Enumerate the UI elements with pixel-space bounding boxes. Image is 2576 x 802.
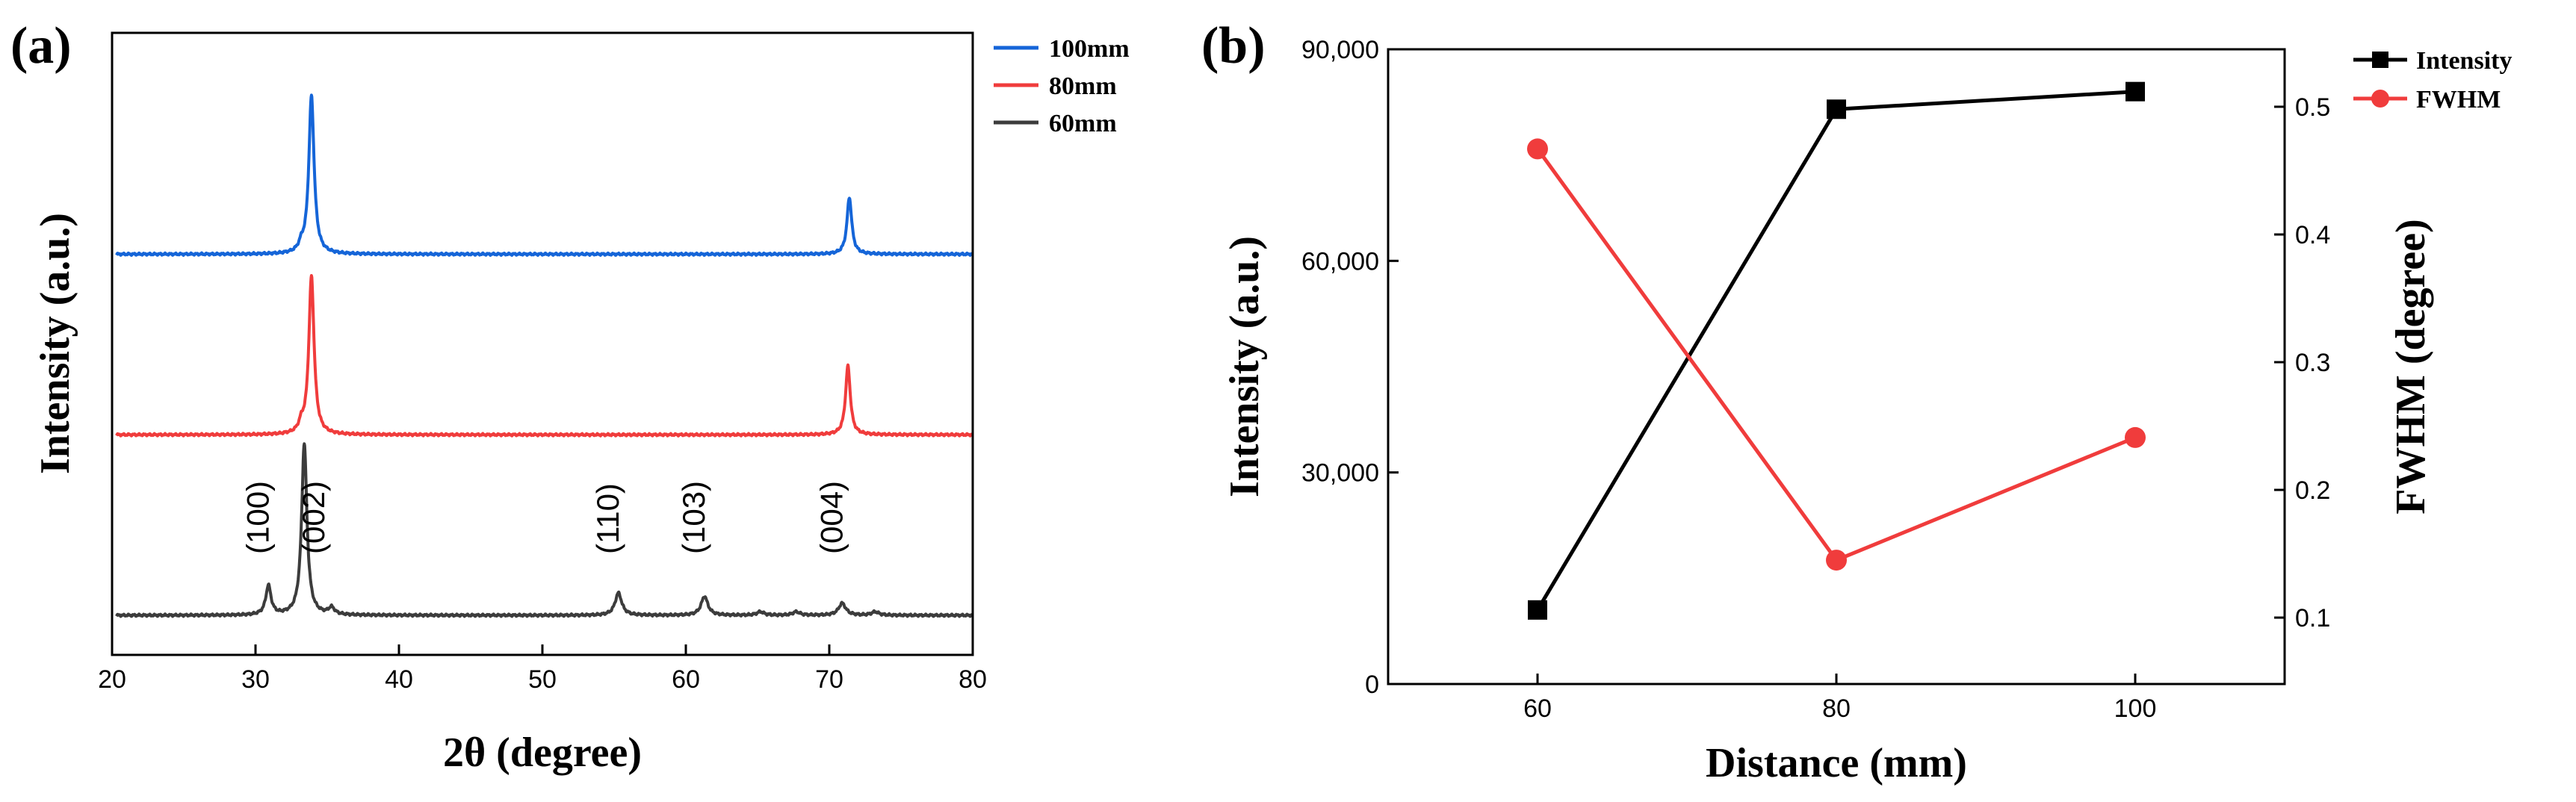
data-point-FWHM bbox=[1826, 550, 1847, 571]
series-line-FWHM bbox=[1535, 147, 2136, 563]
x-tick-label: 50 bbox=[528, 665, 557, 694]
x-tick-label: 100 bbox=[2114, 694, 2157, 723]
panel-b-x-axis-title: Distance (mm) bbox=[1706, 740, 1967, 786]
x-tick-label: 80 bbox=[959, 665, 987, 694]
xrd-curve-60mm bbox=[115, 442, 973, 618]
y2-tick-label: 0.1 bbox=[2295, 604, 2330, 632]
data-point-Intensity bbox=[2125, 81, 2145, 102]
x-tick-label: 60 bbox=[672, 665, 700, 694]
panel-b-series-lines bbox=[1535, 90, 2136, 612]
panel-a-x-ticks: 20 30 40 50 60 70 80 bbox=[98, 644, 987, 694]
y-tick-label: 60,000 bbox=[1301, 247, 1379, 276]
legend-label-FWHM: FWHM bbox=[2416, 86, 2501, 114]
panel-a-legend: 100mm 80mm 60mm bbox=[994, 35, 1130, 137]
panel-b-right-y-ticks: 0.1 0.2 0.3 0.4 0.5 bbox=[2274, 93, 2330, 632]
panel-a-xrd-chart: (a) (100) (002) (110) (103) (004) 20 30 40 50 60… bbox=[10, 17, 1130, 776]
xrd-curves bbox=[115, 93, 973, 618]
panel-b-left-y-ticks: 0 30,000 60,000 90,000 bbox=[1301, 36, 1399, 699]
panel-b-plot-frame bbox=[1387, 48, 2286, 686]
series-line-Intensity bbox=[1535, 90, 2136, 612]
panel-b-left-y-axis-title: Intensity (a.u.) bbox=[1222, 236, 1268, 497]
peak-annotations: (100) (002) (110) (103) (004) bbox=[240, 481, 849, 554]
panel-a-plot-frame bbox=[111, 31, 974, 656]
panel-b-legend: Intensity FWHM bbox=[2353, 47, 2512, 114]
peak-label: (002) bbox=[296, 481, 331, 554]
x-tick-label: 40 bbox=[385, 665, 413, 694]
data-point-FWHM bbox=[1527, 138, 1548, 160]
y-tick-label: 0 bbox=[1365, 671, 1379, 699]
y2-tick-label: 0.5 bbox=[2295, 93, 2330, 122]
legend-label-Intensity: Intensity bbox=[2416, 47, 2512, 75]
panel-a-x-axis-title: 2θ (degree) bbox=[443, 730, 642, 776]
y2-tick-label: 0.2 bbox=[2295, 476, 2330, 505]
y2-tick-label: 0.4 bbox=[2295, 221, 2330, 249]
x-tick-label: 80 bbox=[1822, 694, 1851, 723]
peak-label: (004) bbox=[814, 481, 849, 554]
data-point-FWHM bbox=[2125, 426, 2146, 448]
legend-label-100mm: 100mm bbox=[1049, 35, 1130, 63]
peak-label: (100) bbox=[240, 481, 275, 554]
peak-label: (110) bbox=[590, 483, 625, 554]
xrd-curve-80mm bbox=[115, 274, 973, 438]
legend-label-80mm: 80mm bbox=[1049, 72, 1117, 100]
legend-marker-FWHM bbox=[2371, 90, 2389, 108]
xrd-curve-100mm bbox=[115, 93, 973, 257]
x-tick-label: 30 bbox=[241, 665, 270, 694]
panel-a-y-axis-title: Intensity (a.u.) bbox=[32, 213, 78, 474]
panel-b-label: (b) bbox=[1201, 17, 1266, 75]
y-tick-label: 30,000 bbox=[1301, 459, 1379, 488]
data-point-Intensity bbox=[1827, 99, 1846, 119]
x-tick-label: 20 bbox=[98, 665, 126, 694]
legend-label-60mm: 60mm bbox=[1049, 110, 1117, 137]
panel-b-x-ticks: 60 80 100 bbox=[1523, 674, 2156, 723]
y-tick-label: 90,000 bbox=[1301, 36, 1379, 64]
y2-tick-label: 0.3 bbox=[2295, 349, 2330, 377]
panel-b-series-markers bbox=[1527, 81, 2146, 620]
panel-a-label: (a) bbox=[10, 17, 72, 75]
x-tick-label: 60 bbox=[1523, 694, 1552, 723]
panel-b-right-y-axis-title: FWHM (degree) bbox=[2388, 219, 2434, 514]
x-tick-label: 70 bbox=[815, 665, 843, 694]
peak-label: (103) bbox=[676, 481, 711, 554]
legend-marker-Intensity bbox=[2372, 52, 2388, 68]
data-point-Intensity bbox=[1528, 600, 1547, 620]
